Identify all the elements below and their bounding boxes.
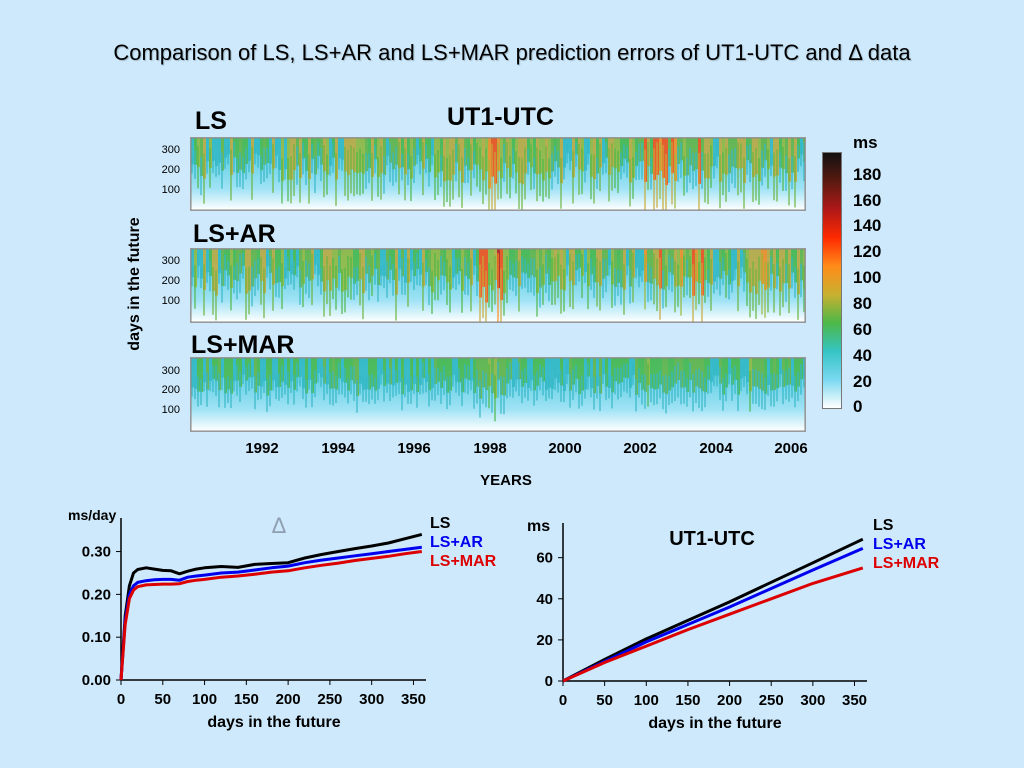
colorbar-unit: ms (853, 133, 878, 152)
legend-entry: LS+MAR (873, 555, 940, 572)
year-tick: 2006 (774, 440, 808, 457)
x-tick-label: 250 (759, 692, 784, 709)
series-line-ls (119, 532, 423, 681)
x-tick-label: 200 (276, 691, 301, 708)
year-tick: 2004 (699, 440, 733, 457)
colorbar-tick: 40 (853, 346, 872, 365)
colorbar-tick: 160 (853, 191, 882, 210)
heatmap-tick: 200 (161, 164, 180, 176)
x-tick-label: 50 (596, 692, 613, 709)
legend-entry: LS (873, 517, 894, 534)
legend-entry: LS+AR (430, 534, 483, 551)
x-tick-label: 0 (559, 692, 567, 709)
y-tick-label: 0.30 (82, 544, 111, 561)
heatmap-tick: 300 (161, 255, 180, 267)
page-title: Comparison of LS, LS+AR and LS+MAR predi… (113, 40, 911, 65)
heatmap-strip-ls (190, 137, 806, 211)
chart-title: Δ (272, 513, 287, 538)
x-tick-label: 100 (192, 691, 217, 708)
heatmap-y-axis-label: days in the future (126, 217, 143, 351)
x-tick-label: 100 (634, 692, 659, 709)
y-tick-label: 40 (536, 591, 553, 608)
y-tick-label: 60 (536, 550, 553, 567)
heatmap-tick: 100 (161, 184, 180, 196)
colorbar-tick: 60 (853, 320, 872, 339)
y-tick-label: 0.00 (82, 672, 111, 689)
x-tick-label: 300 (359, 691, 384, 708)
year-tick: 2002 (623, 440, 657, 457)
year-tick: 1994 (321, 440, 355, 457)
x-tick-label: 200 (717, 692, 742, 709)
heatmap-panel-label-ls: LS (195, 107, 227, 135)
colorbar-tick: 120 (853, 242, 882, 261)
legend-entry: LS (430, 515, 451, 532)
x-tick-label: 150 (675, 692, 700, 709)
y-tick-label: 0 (545, 673, 553, 690)
heatmap-tick: 100 (161, 404, 180, 416)
y-axis-unit: ms (527, 518, 550, 535)
heatmap-tick: 300 (161, 144, 180, 156)
x-tick-label: 350 (401, 691, 426, 708)
colorbar-tick: 20 (853, 372, 872, 391)
year-tick: 1996 (397, 440, 431, 457)
colorbar-tick: 100 (853, 268, 882, 287)
series-line-ls-mar (119, 550, 422, 681)
heatmap-header: UT1-UTC (447, 103, 554, 131)
series-line-ls (562, 537, 864, 683)
x-tick-label: 50 (154, 691, 171, 708)
heatmap-tick: 100 (161, 295, 180, 307)
heatmap-tick: 200 (161, 275, 180, 287)
x-tick-label: 300 (800, 692, 825, 709)
delta-line-chart: 0 50 100 150 200 250 300 350 0.00 0.10 0.20 0.30 day… (68, 507, 497, 731)
heatmap-panel-label-lsar: LS+AR (193, 220, 276, 248)
colorbar-tick: 80 (853, 294, 872, 313)
heatmap-panel-label-lsmar: LS+MAR (191, 331, 295, 359)
x-tick-label: 350 (842, 692, 867, 709)
x-tick-label: 150 (234, 691, 259, 708)
heatmap-x-axis-label: YEARS (480, 472, 532, 489)
year-tick: 1998 (473, 440, 507, 457)
heatmap-tick: 300 (161, 365, 180, 377)
year-tick: 1992 (245, 440, 279, 457)
y-tick-label: 0.20 (82, 586, 111, 603)
heatmap-strip-lsmar (190, 357, 806, 432)
x-axis-label: days in the future (207, 714, 340, 731)
colorbar-tick: 140 (853, 216, 882, 235)
heatmap-tick: 200 (161, 384, 180, 396)
x-axis-label: days in the future (648, 715, 781, 732)
ut1-utc-line-chart: 0 50 100 150 200 250 300 350 0 20 40 60 days in the … (527, 517, 940, 732)
series-line-ls-mar (562, 566, 864, 683)
series-line-ls-ar (119, 545, 422, 681)
colorbar-tick: 180 (853, 165, 882, 184)
y-tick-label: 0.10 (82, 629, 111, 646)
year-tick: 2000 (548, 440, 582, 457)
y-axis-unit: ms/day (68, 507, 116, 523)
legend-entry: LS+AR (873, 536, 926, 553)
x-tick-label: 0 (117, 691, 125, 708)
colorbar-tick: 0 (853, 397, 863, 416)
heatmap-strip-lsar (190, 248, 806, 323)
legend-entry: LS+MAR (430, 553, 497, 570)
colorbar (822, 152, 842, 409)
x-tick-label: 250 (317, 691, 342, 708)
chart-title: UT1-UTC (669, 528, 755, 550)
y-tick-label: 20 (536, 632, 553, 649)
